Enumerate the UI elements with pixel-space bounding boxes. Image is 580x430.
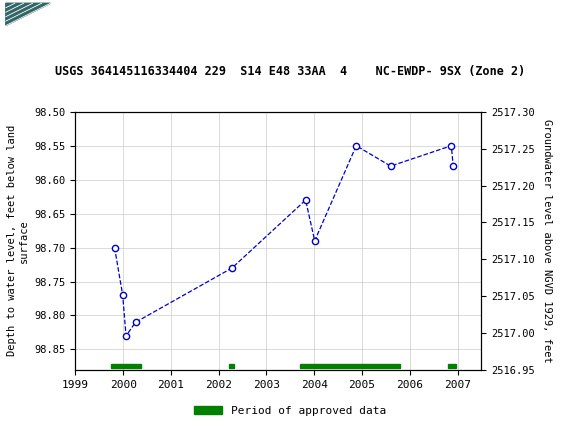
Text: USGS: USGS xyxy=(93,12,148,29)
Bar xyxy=(111,364,142,369)
Bar xyxy=(448,364,456,369)
Legend: Period of approved data: Period of approved data xyxy=(190,401,390,420)
Y-axis label: Depth to water level, feet below land
surface: Depth to water level, feet below land su… xyxy=(8,125,29,356)
Bar xyxy=(229,364,234,369)
Text: USGS 364145116334404 229  S14 E48 33AA  4    NC-EWDP- 9SX (Zone 2): USGS 364145116334404 229 S14 E48 33AA 4 … xyxy=(55,65,525,78)
Polygon shape xyxy=(6,3,50,25)
Y-axis label: Groundwater level above NGVD 1929, feet: Groundwater level above NGVD 1929, feet xyxy=(542,119,552,362)
Bar xyxy=(6,3,87,37)
Bar xyxy=(300,364,400,369)
